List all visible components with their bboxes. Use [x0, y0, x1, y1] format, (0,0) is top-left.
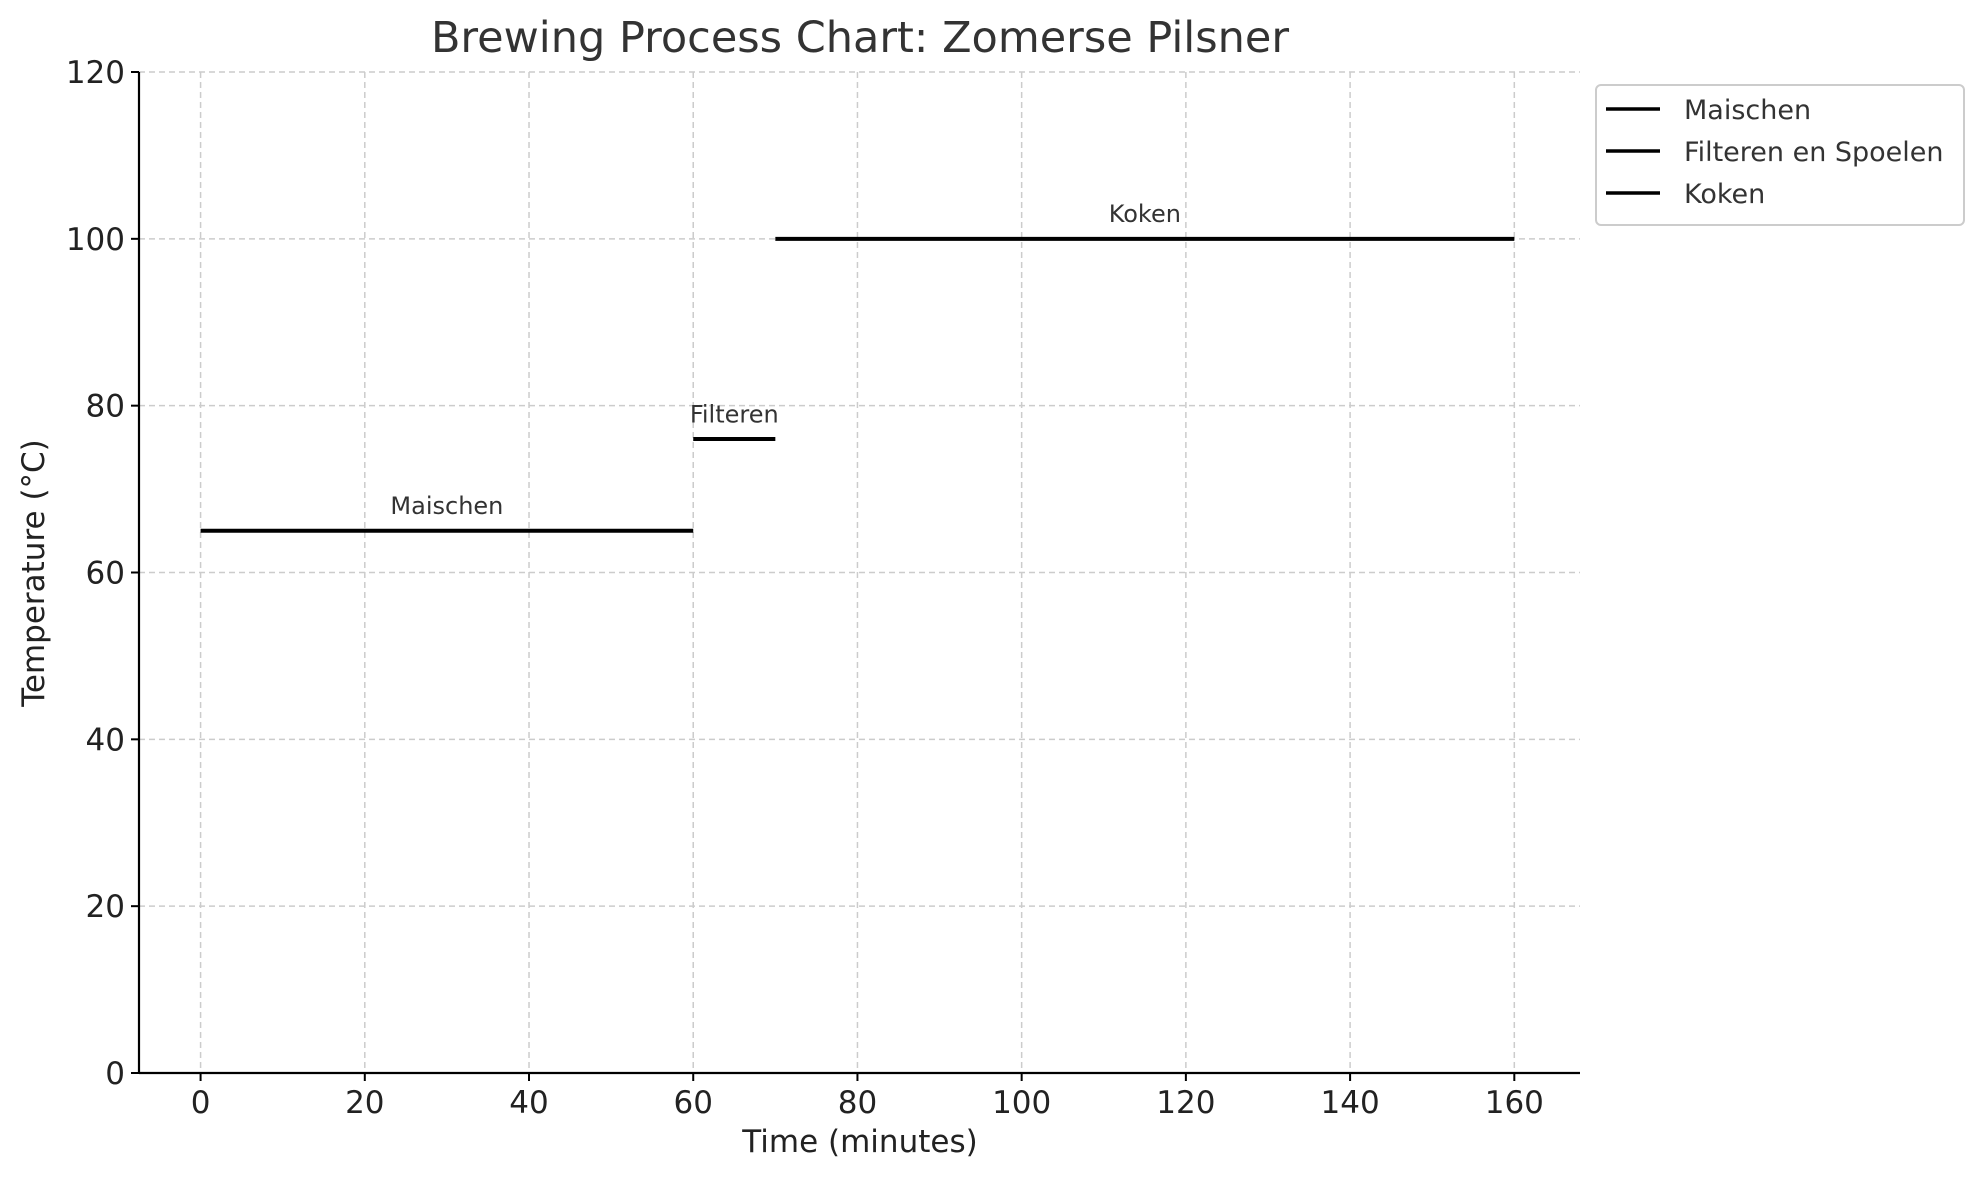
- y-tick-label-0: 0: [105, 1056, 125, 1092]
- legend-label-1: Filteren en Spoelen: [1684, 137, 1944, 168]
- chart-title: Brewing Process Chart: Zomerse Pilsner: [431, 13, 1289, 63]
- x-tick-label-1: 20: [345, 1085, 384, 1121]
- axes-layer: 0 20 40 60 80 100 120 140 160 0 20 40 60 80 100 120: [66, 55, 1580, 1121]
- x-tick-label-2: 40: [509, 1085, 548, 1121]
- x-tick-label-0: 0: [191, 1085, 211, 1121]
- legend-box: [1595, 84, 1965, 226]
- annotation-2: Koken: [1109, 200, 1181, 228]
- annotation-layer: Maischen Filteren Koken: [390, 200, 1181, 520]
- annotation-1: Filteren: [690, 400, 779, 428]
- annotation-0: Maischen: [390, 492, 503, 520]
- x-axis-label: Time (minutes): [741, 1124, 977, 1160]
- y-tick-label-1: 20: [86, 889, 125, 925]
- x-tick-label-7: 140: [1321, 1085, 1380, 1121]
- x-tick-label-8: 160: [1485, 1085, 1544, 1121]
- legend-label-0: Maischen: [1684, 95, 1811, 126]
- legend: Maischen Filteren en Spoelen Koken: [1595, 84, 1965, 226]
- y-axis-label: Temperature (°C): [16, 439, 52, 708]
- x-tick-label-5: 100: [992, 1085, 1051, 1121]
- legend-label-2: Koken: [1684, 179, 1765, 210]
- y-tick-label-4: 80: [86, 389, 125, 425]
- y-tick-label-5: 100: [66, 222, 125, 258]
- series-layer: [200, 236, 1515, 533]
- x-tick-label-4: 80: [838, 1085, 877, 1121]
- y-tick-label-3: 60: [86, 556, 125, 592]
- x-tick-label-6: 120: [1156, 1085, 1215, 1121]
- x-tick-label-3: 60: [674, 1085, 713, 1121]
- y-tick-label-2: 40: [86, 722, 125, 758]
- grid-layer: [139, 71, 1580, 1073]
- y-tick-label-6: 120: [66, 55, 125, 91]
